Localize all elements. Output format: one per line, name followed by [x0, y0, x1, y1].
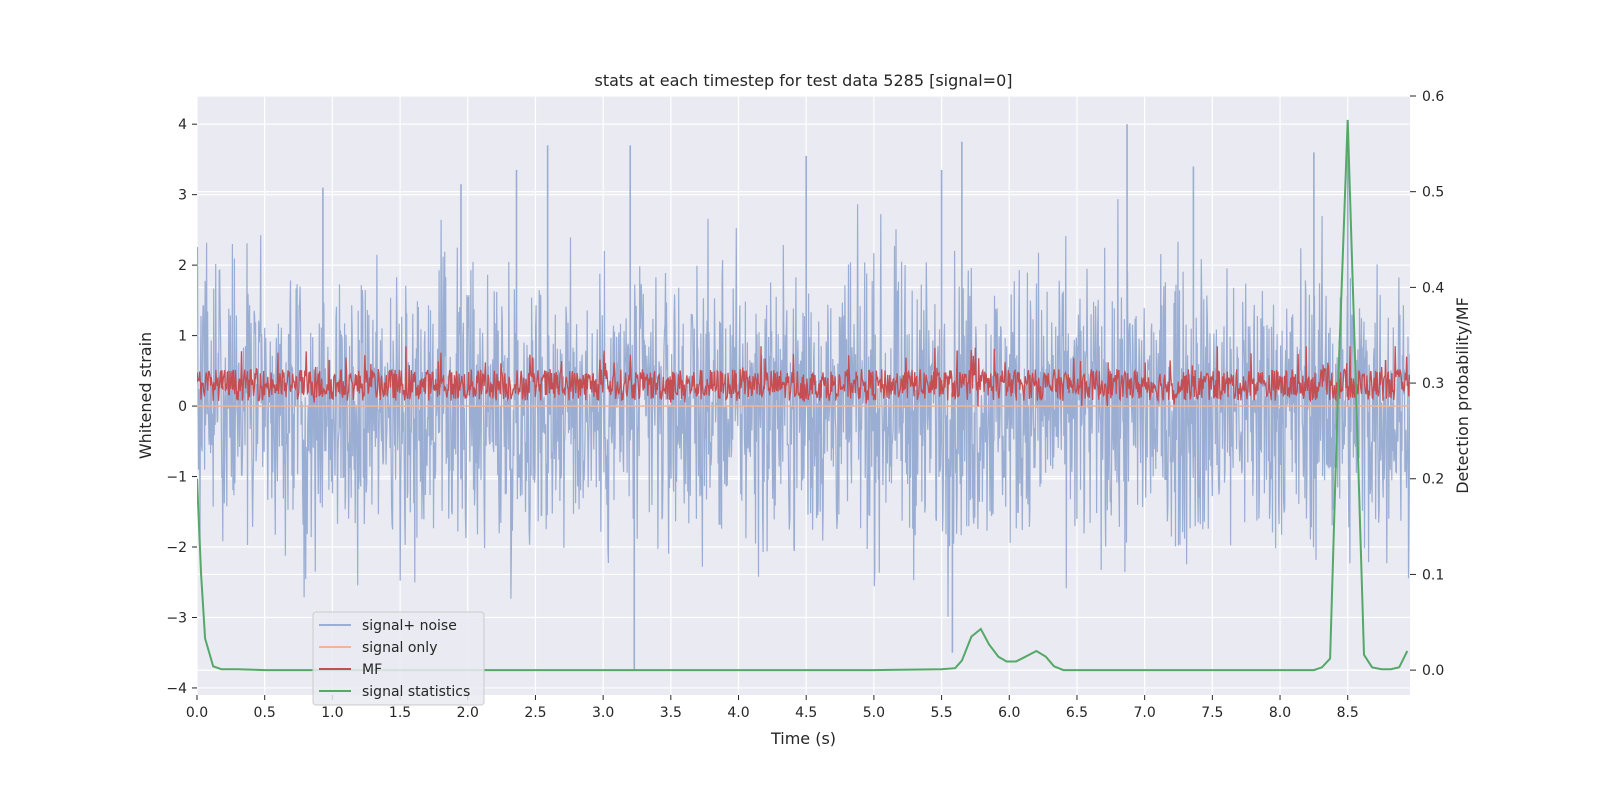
- x-tick-label: 1.5: [389, 705, 411, 721]
- x-tick-label: 3.0: [592, 705, 614, 721]
- y-tick-label: 1: [178, 329, 187, 345]
- x-tick-label: 6.0: [998, 705, 1020, 721]
- x-tick-label: 8.0: [1269, 705, 1291, 721]
- y2-tick-label: 0.4: [1422, 280, 1444, 296]
- x-tick-label: 4.5: [795, 705, 817, 721]
- x-tick-label: 0.0: [186, 705, 208, 721]
- x-tick-label: 5.5: [930, 705, 952, 721]
- chart-title: stats at each timestep for test data 528…: [594, 71, 1012, 90]
- x-tick-label: 0.5: [254, 705, 276, 721]
- x-tick-label: 7.0: [1134, 705, 1156, 721]
- legend-label: signal statistics: [362, 684, 470, 700]
- y-tick-label: −1: [166, 470, 187, 486]
- y-tick-label: 3: [178, 188, 187, 204]
- y2-tick-label: 0.0: [1422, 663, 1444, 679]
- y2-axis-label: Detection probability/MF: [1453, 297, 1472, 494]
- legend-label: signal only: [362, 640, 437, 656]
- series-mf: [197, 346, 1410, 407]
- legend-label: MF: [362, 662, 382, 678]
- y-tick-label: −4: [166, 681, 187, 697]
- y2-tick-label: 0.3: [1422, 376, 1444, 392]
- y-tick-label: 4: [178, 117, 187, 133]
- x-tick-label: 5.0: [863, 705, 885, 721]
- y-tick-label: −3: [166, 610, 187, 626]
- y2-tick-label: 0.6: [1422, 89, 1444, 105]
- y-tick-label: −2: [166, 540, 187, 556]
- x-tick-label: 8.5: [1337, 705, 1359, 721]
- y2-tick-label: 0.1: [1422, 567, 1444, 583]
- y-tick-label: 0: [178, 399, 187, 415]
- x-tick-label: 4.0: [727, 705, 749, 721]
- x-tick-label: 2.5: [524, 705, 546, 721]
- legend-label: signal+ noise: [362, 618, 457, 634]
- y2-tick-label: 0.2: [1422, 472, 1444, 488]
- x-axis-label: Time (s): [770, 729, 836, 748]
- y2-tick-label: 0.5: [1422, 185, 1444, 201]
- legend-box: [312, 611, 485, 706]
- x-tick-label: 2.0: [457, 705, 479, 721]
- y-axis-label: Whitened strain: [136, 332, 155, 459]
- series-signal-noise: [197, 199, 1410, 617]
- x-tick-label: 7.5: [1201, 705, 1223, 721]
- x-tick-label: 6.5: [1066, 705, 1088, 721]
- axes: 0.0 0.5 1.0 1.5 2.0 2.5 3.0 3.5 4.0 4.5 5.0 5.5 6.0 6…: [166, 89, 1444, 721]
- y-tick-label: 2: [178, 258, 187, 274]
- x-tick-label: 1.0: [321, 705, 343, 721]
- legend: signal+ noise signal only MF signal statist…: [312, 611, 485, 706]
- x-tick-label: 3.5: [660, 705, 682, 721]
